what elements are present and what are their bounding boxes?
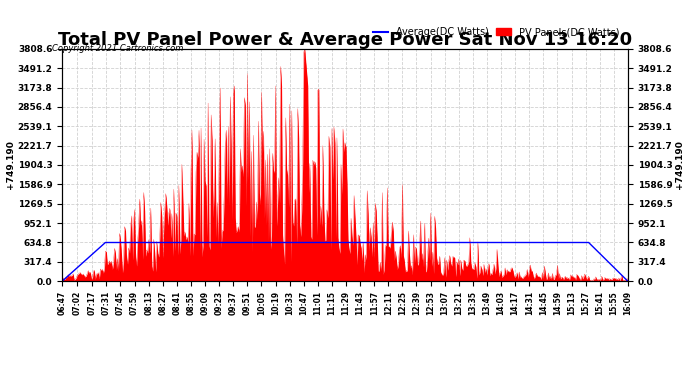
Text: Copyright 2021 Cartronics.com: Copyright 2021 Cartronics.com [52, 44, 183, 52]
Legend: Average(DC Watts), PV Panels(DC Watts): Average(DC Watts), PV Panels(DC Watts) [369, 23, 623, 41]
Y-axis label: +749.190: +749.190 [676, 141, 684, 189]
Y-axis label: +749.190: +749.190 [6, 141, 14, 189]
Title: Total PV Panel Power & Average Power Sat Nov 13 16:20: Total PV Panel Power & Average Power Sat… [58, 31, 632, 49]
